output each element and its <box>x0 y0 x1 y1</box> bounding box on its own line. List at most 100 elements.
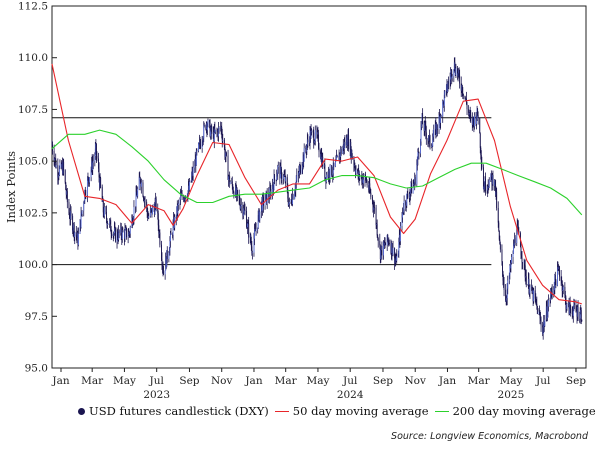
candle-body <box>503 280 504 285</box>
candle-body <box>180 194 181 200</box>
candle-body <box>377 235 379 239</box>
candle-body <box>470 115 472 118</box>
candle-body <box>381 246 383 256</box>
candle-body <box>518 230 520 234</box>
candle-body <box>488 187 490 188</box>
candle-body <box>346 137 348 146</box>
candle-body <box>251 252 253 254</box>
candle-body <box>461 85 463 94</box>
candle-body <box>200 144 202 148</box>
candle-body <box>113 232 115 235</box>
candle-body <box>202 141 204 143</box>
legend-label-ma50: 50 day moving average <box>292 404 429 418</box>
ma200-line <box>51 129 583 216</box>
candle-body <box>127 235 129 238</box>
candle-body <box>87 177 89 179</box>
candle-body <box>335 155 337 161</box>
candle-body <box>398 241 400 254</box>
candle-body <box>54 159 56 162</box>
candle-body <box>58 167 60 175</box>
candle-body <box>144 199 145 202</box>
candle-body <box>397 253 399 257</box>
candle-body <box>531 285 532 287</box>
candle-body <box>421 114 423 126</box>
candle-body <box>291 199 292 204</box>
candle-body <box>150 209 152 211</box>
candle-body <box>342 144 344 148</box>
y-tick-label: 100.0 <box>18 259 48 271</box>
candle-body <box>112 234 114 236</box>
candle-body <box>434 123 436 130</box>
candle-body <box>510 262 512 269</box>
candle-body <box>231 181 233 186</box>
candle-body <box>564 286 566 295</box>
candle-body <box>300 165 301 174</box>
candle-body <box>146 201 148 207</box>
candle-body <box>239 203 241 209</box>
candle-body <box>226 152 227 156</box>
candle-body <box>88 180 90 183</box>
candle-body <box>194 165 196 168</box>
candle-body <box>255 229 257 231</box>
candle-body <box>192 171 194 176</box>
x-tick-label: Nov <box>211 375 233 387</box>
legend-label-candlestick: USD futures candlestick (DXY) <box>89 404 269 418</box>
candle-body <box>413 184 415 185</box>
candle-body <box>175 216 177 219</box>
candle-body <box>491 177 493 185</box>
candle-body <box>390 244 392 253</box>
candle-body <box>118 230 120 234</box>
candle-body <box>273 186 274 190</box>
candle-body <box>354 165 356 170</box>
candle-body <box>508 275 510 281</box>
candle-body <box>481 163 483 168</box>
candle-body <box>431 146 433 147</box>
candle-body <box>525 276 527 285</box>
candle-body <box>69 218 71 220</box>
candle-body <box>581 319 583 322</box>
candle-body <box>64 170 66 183</box>
candle-body <box>343 141 345 150</box>
candle-body <box>129 233 131 235</box>
legend-item-ma50: 50 day moving average <box>274 404 429 418</box>
x-tick-label: Mar <box>275 375 298 387</box>
candle-body <box>502 262 503 272</box>
candle-body <box>424 122 426 126</box>
candle-body <box>466 98 467 104</box>
candle-body <box>179 199 181 204</box>
candle-body <box>295 180 297 184</box>
candle-body <box>403 209 405 213</box>
candle-body <box>503 284 505 290</box>
x-axis-year-labels: 2023 2024 2025 <box>143 389 524 401</box>
candle-body <box>554 274 556 281</box>
candle-body <box>306 145 308 152</box>
candle-body <box>576 310 578 317</box>
candle-body <box>514 237 516 246</box>
candle-body <box>74 232 76 237</box>
candle-body <box>398 234 400 242</box>
candle-body <box>469 112 471 116</box>
candle-body <box>542 327 544 334</box>
candle-body <box>490 173 492 181</box>
candle-body <box>231 181 233 183</box>
candle-body <box>91 160 93 171</box>
candle-body <box>369 183 371 192</box>
candle-body <box>542 325 544 334</box>
candle-body <box>538 311 540 315</box>
candle-body <box>76 236 78 238</box>
candle-body <box>246 227 248 228</box>
candle-body <box>543 321 545 328</box>
candle-body <box>394 247 396 264</box>
candle-body <box>527 284 529 286</box>
candle-body <box>333 162 335 167</box>
candle-body <box>117 231 119 239</box>
candle-body <box>120 227 122 236</box>
candle-body <box>483 186 485 190</box>
candle-body <box>301 168 303 174</box>
candle-body <box>557 267 559 269</box>
candle-body <box>572 313 574 316</box>
candle-body <box>472 117 474 121</box>
candle-body <box>199 140 201 145</box>
candle-body <box>532 290 534 293</box>
candle-body <box>550 295 552 301</box>
